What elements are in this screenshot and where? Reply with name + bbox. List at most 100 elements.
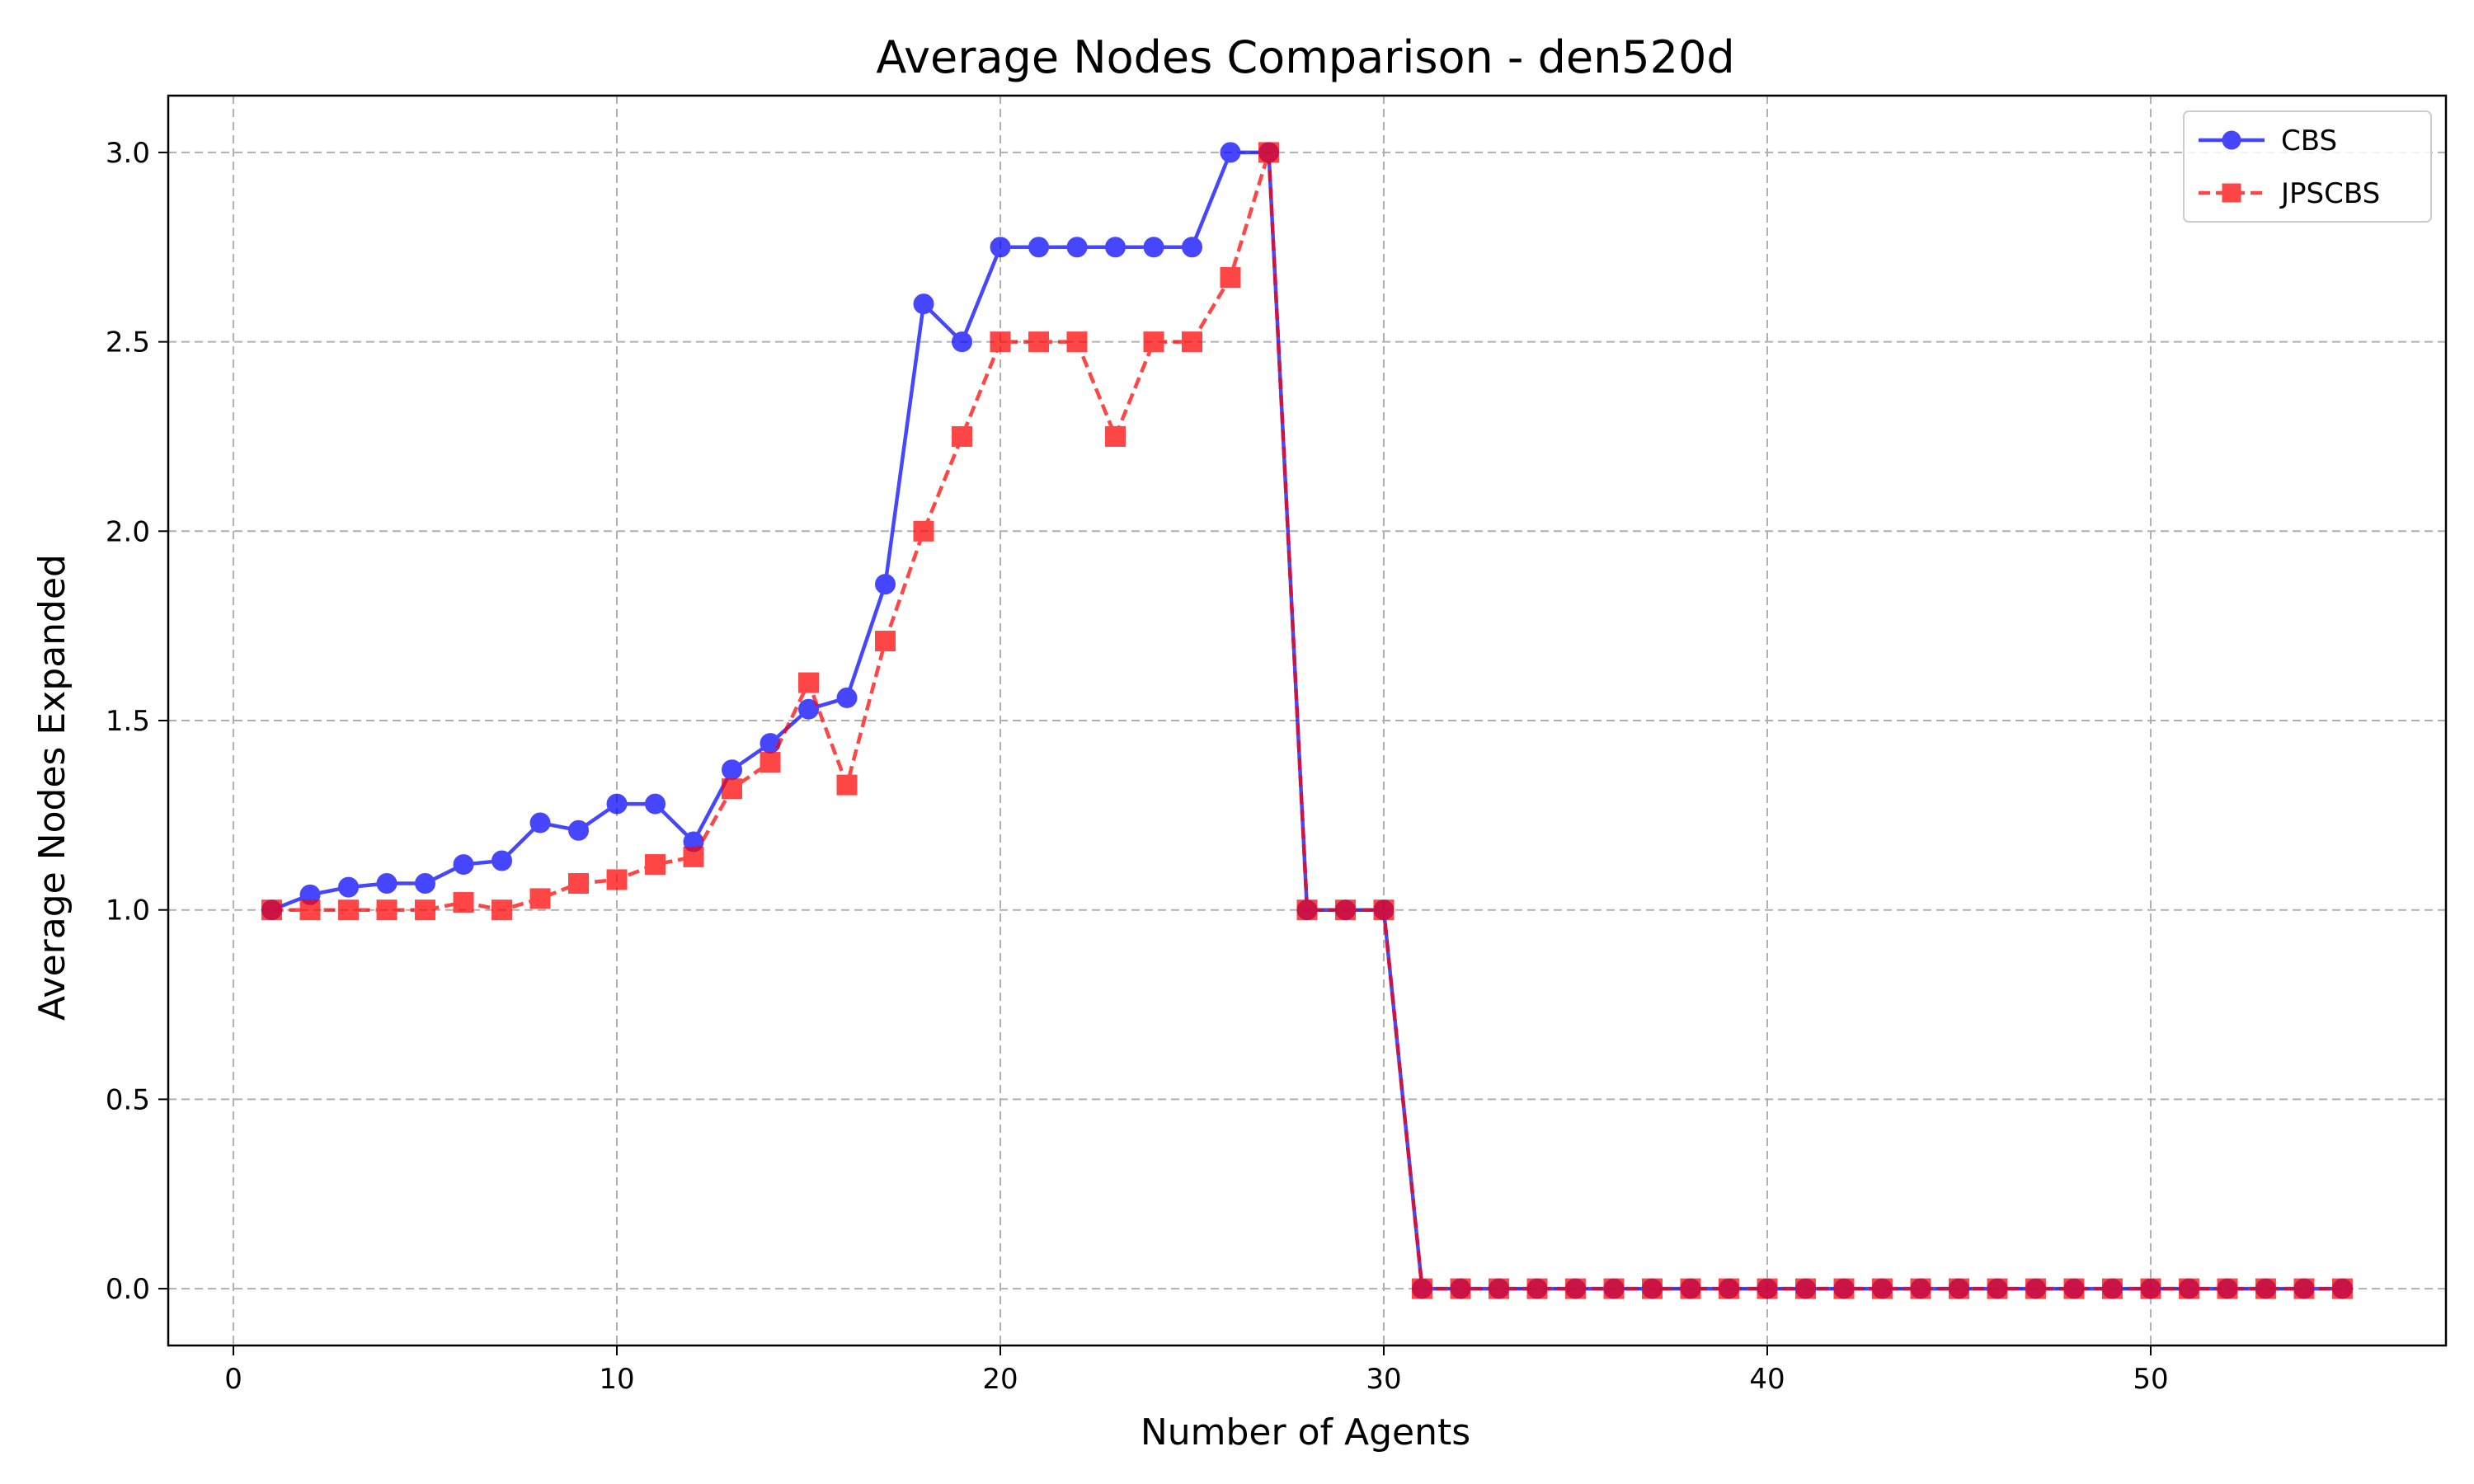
data-point — [1334, 899, 1356, 921]
data-point — [453, 892, 474, 913]
data-point — [2063, 1278, 2085, 1299]
data-point — [990, 237, 1011, 258]
data-point — [1182, 237, 1203, 258]
data-point — [1220, 267, 1241, 289]
data-point — [2255, 1278, 2276, 1299]
data-point — [1757, 1278, 1778, 1299]
data-point — [1910, 1278, 1931, 1299]
data-point — [1028, 331, 1050, 353]
data-point — [1526, 1278, 1548, 1299]
legend-item-jpscbs — [2199, 183, 2265, 203]
data-point — [760, 752, 781, 773]
data-point — [453, 854, 474, 876]
data-point — [836, 774, 858, 796]
legend-item-cbs — [2199, 130, 2265, 150]
y-tick-label: 0.5 — [106, 1083, 150, 1116]
data-point — [1258, 142, 1280, 163]
data-point — [1794, 1278, 1816, 1299]
legend: CBS JPSCBS — [2183, 110, 2432, 223]
data-point — [2331, 1278, 2353, 1299]
data-point — [1143, 237, 1164, 258]
data-point — [952, 425, 973, 447]
legend-label: JPSCBS — [2279, 177, 2380, 210]
data-point — [1066, 237, 1088, 258]
y-tick-label: 0.0 — [106, 1273, 150, 1306]
data-point — [760, 733, 781, 754]
data-point — [2140, 1278, 2161, 1299]
data-point — [492, 899, 513, 921]
data-point — [645, 793, 666, 815]
data-point — [2101, 1278, 2123, 1299]
data-point — [1373, 899, 1395, 921]
data-point — [1680, 1278, 1701, 1299]
data-point — [1948, 1278, 1969, 1299]
data-point — [1028, 237, 1050, 258]
x-tick-label: 20 — [982, 1363, 1018, 1396]
data-point — [798, 672, 820, 693]
x-tick-label: 40 — [1749, 1363, 1785, 1396]
legend-marker — [2222, 130, 2241, 150]
data-point — [1603, 1278, 1625, 1299]
x-tick-label: 30 — [1366, 1363, 1401, 1396]
data-point — [722, 759, 743, 781]
data-point — [1564, 1278, 1586, 1299]
data-point — [645, 854, 666, 876]
data-point — [722, 778, 743, 800]
data-point — [1641, 1278, 1663, 1299]
data-point — [990, 331, 1011, 353]
data-point — [913, 520, 934, 542]
data-point — [568, 873, 590, 895]
chart-title: Average Nodes Comparison - den520d — [876, 31, 1734, 83]
y-axis: 0.0 0.5 1.0 1.5 2.0 2.5 3.0 — [106, 137, 168, 1306]
series-jpscbs — [261, 142, 2353, 1299]
data-point — [415, 873, 436, 895]
grid — [168, 96, 2446, 1345]
data-point — [1220, 142, 1241, 163]
y-tick-label: 2.0 — [106, 515, 150, 548]
data-point — [913, 294, 934, 315]
data-point — [299, 899, 321, 921]
y-tick-label: 1.5 — [106, 705, 150, 738]
data-point — [952, 331, 973, 353]
data-point — [606, 869, 628, 890]
data-point — [1987, 1278, 2008, 1299]
legend-marker — [2222, 183, 2241, 203]
data-point — [338, 876, 360, 898]
x-axis-label: Number of Agents — [1141, 1411, 1470, 1453]
data-point — [875, 574, 896, 595]
data-point — [683, 846, 704, 867]
x-tick-label: 10 — [599, 1363, 634, 1396]
data-point — [1066, 331, 1088, 353]
data-point — [1182, 331, 1203, 353]
data-point — [606, 793, 628, 815]
data-point — [1105, 237, 1126, 258]
data-point — [529, 812, 551, 834]
data-point — [798, 698, 820, 720]
data-point — [2217, 1278, 2238, 1299]
data-point — [836, 687, 858, 708]
data-point — [2293, 1278, 2315, 1299]
data-point — [1871, 1278, 1893, 1299]
data-point — [529, 888, 551, 909]
y-tick-label: 1.0 — [106, 895, 150, 928]
data-point — [1488, 1278, 1509, 1299]
data-point — [1833, 1278, 1855, 1299]
data-point — [376, 899, 397, 921]
data-point — [875, 631, 896, 652]
x-tick-label: 0 — [224, 1363, 242, 1396]
data-point — [492, 850, 513, 871]
data-point — [1105, 425, 1126, 447]
data-point — [2178, 1278, 2199, 1299]
series-layer — [261, 142, 2353, 1299]
data-point — [1143, 331, 1164, 353]
x-axis: 0 10 20 30 40 50 — [224, 1345, 2169, 1396]
data-point — [376, 873, 397, 895]
data-point — [1411, 1278, 1432, 1299]
data-point — [2025, 1278, 2046, 1299]
data-point — [568, 819, 590, 841]
data-point — [261, 899, 283, 921]
data-point — [1296, 899, 1318, 921]
data-point — [1718, 1278, 1739, 1299]
